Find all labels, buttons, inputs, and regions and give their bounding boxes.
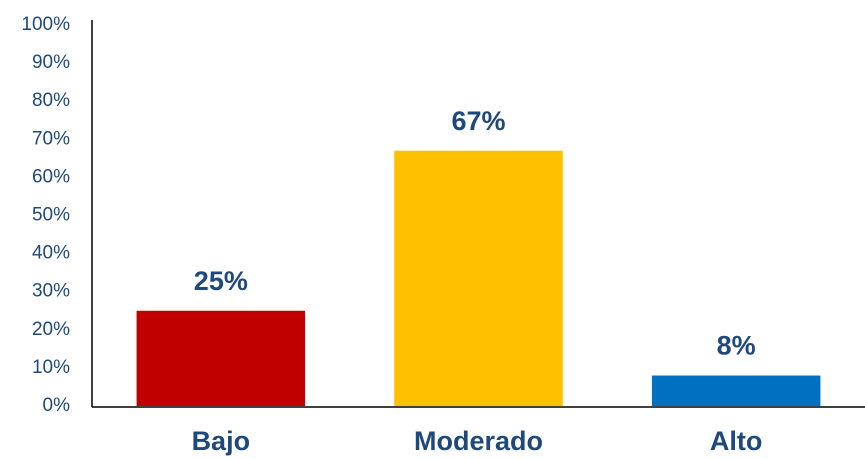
y-tick-label: 80% — [32, 90, 70, 111]
y-tick-label: 50% — [32, 205, 70, 226]
y-tick-label: 30% — [32, 281, 70, 302]
y-tick-label: 0% — [43, 395, 71, 416]
x-tick-label: Bajo — [192, 426, 251, 456]
x-tick-label: Alto — [710, 426, 762, 456]
x-tick-label: Moderado — [414, 426, 543, 456]
value-label: 67% — [451, 106, 505, 136]
value-label: 25% — [194, 266, 248, 296]
bar — [651, 375, 821, 406]
y-tick-label: 10% — [32, 357, 70, 378]
y-tick-label: 20% — [32, 319, 70, 340]
bar — [136, 310, 306, 406]
y-tick-label: 60% — [32, 166, 70, 187]
value-label: 8% — [717, 331, 756, 361]
bar — [394, 150, 563, 406]
y-tick-label: 70% — [32, 128, 70, 149]
y-tick-label: 90% — [32, 52, 70, 73]
y-tick-label: 40% — [32, 243, 70, 264]
y-tick-label: 100% — [21, 14, 70, 35]
